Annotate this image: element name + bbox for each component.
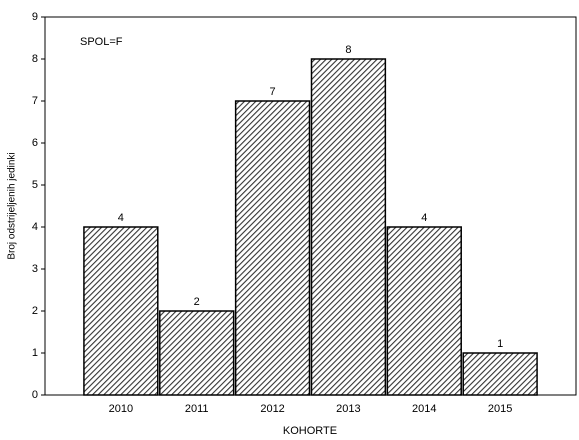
bar [310, 58, 387, 396]
y-tick-label: 0 [32, 389, 38, 401]
x-axis-label: KOHORTE [283, 425, 337, 437]
x-tick-label: 2013 [336, 403, 360, 415]
x-tick-label: 2012 [260, 403, 284, 415]
y-tick-label: 5 [32, 179, 38, 191]
y-tick-label: 4 [32, 221, 38, 233]
data-label: 4 [421, 212, 427, 224]
data-label: 8 [345, 44, 351, 56]
data-label: 7 [270, 86, 276, 98]
data-label: 1 [497, 338, 503, 350]
bar [159, 310, 235, 396]
y-tick-label: 2 [32, 305, 38, 317]
y-tick-label: 3 [32, 263, 38, 275]
y-tick-label: 7 [32, 95, 38, 107]
bar [234, 100, 311, 396]
bar [386, 226, 462, 396]
bar [462, 352, 538, 396]
x-tick-label: 2011 [185, 403, 209, 415]
plot-frame [44, 16, 577, 396]
bar [83, 226, 159, 396]
x-tick-label: 2015 [488, 403, 512, 415]
data-label: 2 [194, 296, 200, 308]
y-tick-label: 1 [32, 347, 38, 359]
x-tick-label: 2014 [412, 403, 436, 415]
y-tick-label: 8 [32, 53, 38, 65]
annotation: SPOL=F [80, 36, 123, 48]
y-axis-label: Broj odstrijeljenih jedinki [7, 152, 18, 259]
y-tick-label: 6 [32, 137, 38, 149]
y-tick-label: 9 [32, 11, 38, 23]
x-tick-label: 2010 [109, 403, 133, 415]
data-label: 4 [118, 212, 124, 224]
